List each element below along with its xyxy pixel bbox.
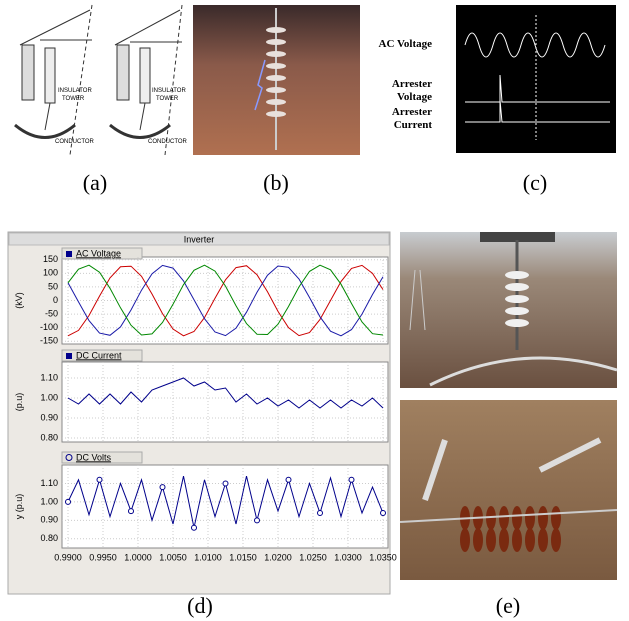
y-tick-label: 1.00 xyxy=(40,496,58,506)
y-tick-label: -100 xyxy=(40,322,58,332)
y-tick-label: 0.90 xyxy=(40,412,58,422)
caption: (b) xyxy=(263,170,289,195)
label: Voltage xyxy=(397,91,432,103)
marker xyxy=(97,477,102,482)
x-tick-label: 1.0050 xyxy=(159,552,187,562)
x-tick-label: 1.0100 xyxy=(194,552,222,562)
caption: (c) xyxy=(523,170,547,195)
x-tick-label: 1.0200 xyxy=(264,552,292,562)
plot-area xyxy=(62,465,388,548)
marker xyxy=(255,518,260,523)
y-tick-label: 0.80 xyxy=(40,533,58,543)
y-tick-label: 1.10 xyxy=(40,478,58,488)
y-tick-label: 0.80 xyxy=(40,432,58,442)
y-tick-label: 1.00 xyxy=(40,392,58,402)
label: INSULATOR xyxy=(152,88,186,94)
photo-b xyxy=(193,5,360,155)
plots: AC Voltage (kV) -150 -100 -50 0 50 100 150 DC Cur… xyxy=(14,248,397,562)
y-axis-label: (p.u) xyxy=(14,393,24,412)
y-tick-label: 1.10 xyxy=(40,372,58,382)
y-tick-label: -50 xyxy=(45,308,58,318)
x-tick-label: 1.0300 xyxy=(334,552,362,562)
chart-title: Inverter xyxy=(184,234,215,244)
y-axis-label: y (p.u) xyxy=(14,494,24,520)
x-tick-label: 0.9900 xyxy=(54,552,82,562)
y-tick-label: 50 xyxy=(48,281,58,291)
label: TOWER xyxy=(156,96,179,102)
marker xyxy=(66,499,71,504)
y-tick-label: -150 xyxy=(40,336,58,346)
legend-label: DC Current xyxy=(76,350,122,360)
y-tick-label: 100 xyxy=(43,268,58,278)
figure: INSULATOR TOWER CONDUCTOR INSULATOR TOWE… xyxy=(0,0,629,621)
panel-a xyxy=(15,5,182,155)
scope-screen xyxy=(456,5,616,153)
label: CONDUCTOR xyxy=(148,139,188,145)
plot-area xyxy=(62,362,388,442)
marker xyxy=(160,485,165,490)
photo-e xyxy=(400,232,617,580)
marker xyxy=(318,510,323,515)
x-tick-label: 1.0250 xyxy=(299,552,327,562)
legend-marker xyxy=(66,251,72,257)
marker xyxy=(129,509,134,514)
y-tick-label: 150 xyxy=(43,254,58,264)
x-tick-label: 1.0000 xyxy=(124,552,152,562)
caption: (e) xyxy=(496,593,520,618)
legend-label: AC Voltage xyxy=(76,248,121,258)
label: Arrester xyxy=(392,106,432,118)
label: TOWER xyxy=(62,96,85,102)
label: INSULATOR xyxy=(58,88,92,94)
legend-label: DC Volts xyxy=(76,452,112,462)
label: Current xyxy=(394,119,433,131)
x-tick-label: 1.0350 xyxy=(369,552,397,562)
y-axis-label: (kV) xyxy=(14,292,24,309)
x-tick-label: 1.0150 xyxy=(229,552,257,562)
caption: (a) xyxy=(83,170,107,195)
marker xyxy=(223,481,228,486)
x-tick-label: 0.9950 xyxy=(89,552,117,562)
legend-marker xyxy=(66,353,72,359)
y-tick-label: 0 xyxy=(53,295,58,305)
y-tick-label: 0.90 xyxy=(40,515,58,525)
label: Arrester xyxy=(392,78,432,90)
label: AC Voltage xyxy=(379,38,433,50)
marker xyxy=(381,510,386,515)
marker xyxy=(286,477,291,482)
marker xyxy=(349,477,354,482)
caption: (d) xyxy=(187,593,213,618)
label: CONDUCTOR xyxy=(55,139,95,145)
marker xyxy=(192,525,197,530)
